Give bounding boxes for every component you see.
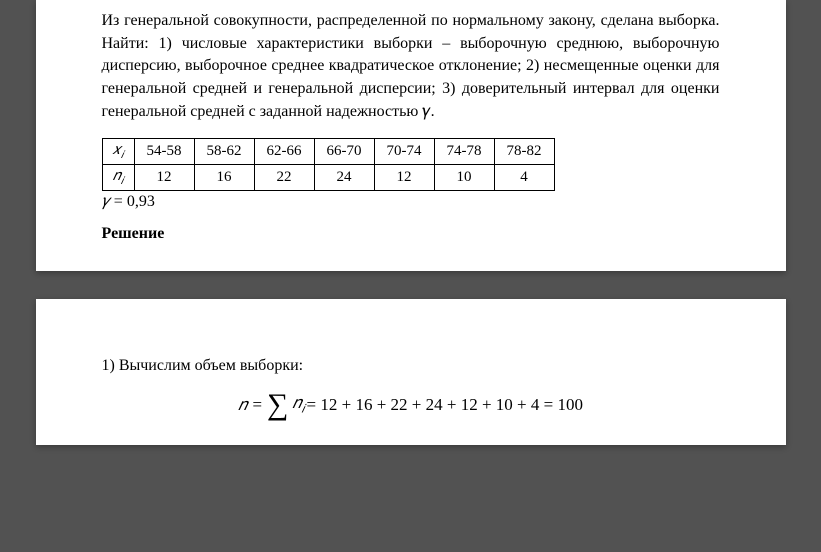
data-table: 𝑥𝑖 54-58 58-62 62-66 66-70 70-74 74-78 7… [102,138,555,191]
cell: 4 [494,164,554,190]
row-header-n: 𝑛𝑖 [102,164,134,190]
formula-sample-size: 𝑛 = ∑ 𝑛𝑖 = 12 + 16 + 22 + 24 + 12 + 10 +… [102,393,720,417]
cell: 12 [134,164,194,190]
page-2: 1) Вычислим объем выборки: 𝑛 = ∑ 𝑛𝑖 = 12… [36,299,786,445]
cell: 78-82 [494,138,554,164]
step-1-text: 1) Вычислим объем выборки: [102,357,720,375]
cell: 10 [434,164,494,190]
cell: 12 [374,164,434,190]
table-row: 𝑛𝑖 12 16 22 24 12 10 4 [102,164,554,190]
cell: 62-66 [254,138,314,164]
page-1: Из генеральной совокупности, распределен… [36,0,786,271]
cell: 54-58 [134,138,194,164]
cell: 16 [194,164,254,190]
cell: 58-62 [194,138,254,164]
solution-heading: Решение [102,225,720,243]
cell: 70-74 [374,138,434,164]
cell: 22 [254,164,314,190]
sigma-symbol: ∑ [267,393,288,417]
problem-statement: Из генеральной совокупности, распределен… [102,10,720,124]
cell: 66-70 [314,138,374,164]
table-row: 𝑥𝑖 54-58 58-62 62-66 66-70 70-74 74-78 7… [102,138,554,164]
gamma-value: 𝛾 = 0,93 [102,193,720,211]
row-header-x: 𝑥𝑖 [102,138,134,164]
cell: 24 [314,164,374,190]
cell: 74-78 [434,138,494,164]
